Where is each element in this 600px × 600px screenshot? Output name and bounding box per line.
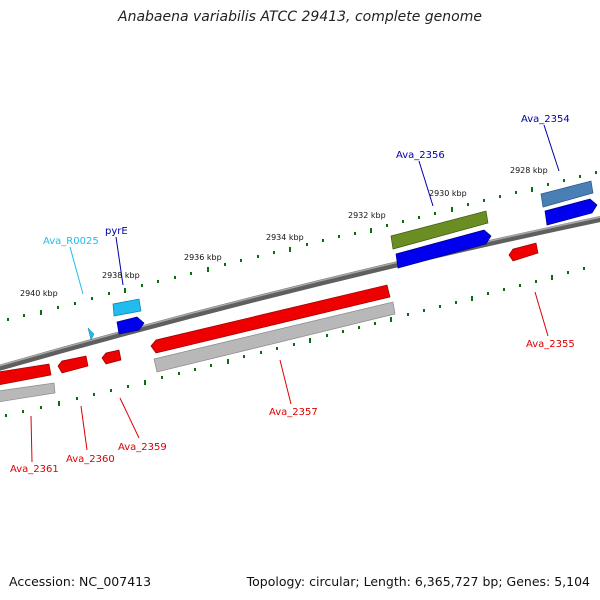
leader-ava-r0025 bbox=[69, 246, 84, 295]
label-ava-r0025: Ava_R0025 bbox=[43, 236, 99, 247]
leader-ava-2357 bbox=[279, 359, 292, 405]
gene-pyre[interactable] bbox=[116, 316, 145, 335]
gene-ava-2354-band bbox=[540, 180, 594, 208]
leader-ava-2356 bbox=[418, 160, 434, 207]
genome-backbone bbox=[0, 215, 600, 371]
kbp-label-2938: 2938 kbp bbox=[102, 271, 140, 280]
label-ava-2354: Ava_2354 bbox=[521, 114, 570, 125]
gene-ava-2357[interactable] bbox=[150, 284, 391, 354]
gene-ava-2359[interactable] bbox=[101, 349, 122, 365]
kbp-label-2934: 2934 kbp bbox=[266, 233, 304, 242]
kbp-label-2928: 2928 kbp bbox=[510, 166, 548, 175]
label-ava-2356: Ava_2356 bbox=[396, 150, 445, 161]
genome-stats-text: Topology: circular; Length: 6,365,727 bp… bbox=[246, 574, 590, 589]
kbp-label-2932: 2932 kbp bbox=[348, 211, 386, 220]
leader-ava-2354 bbox=[543, 124, 560, 172]
leader-ava-2360 bbox=[80, 405, 88, 451]
lower-scale-track bbox=[5, 267, 585, 417]
gene-ava-2357-shadow bbox=[153, 301, 396, 373]
gene-ava-2356-band bbox=[390, 210, 489, 250]
map-title: Anabaena variabilis ATCC 29413, complete… bbox=[118, 9, 482, 25]
label-ava-2360: Ava_2360 bbox=[66, 454, 115, 465]
accession-text: Accession: NC_007413 bbox=[9, 574, 152, 589]
gene-pyre-band bbox=[112, 298, 142, 317]
genome-backbone-highlight bbox=[0, 216, 600, 367]
leader-ava-2355 bbox=[534, 291, 549, 337]
label-ava-2357: Ava_2357 bbox=[269, 407, 318, 418]
label-pyre: pyrE bbox=[105, 226, 128, 237]
upper-scale-track bbox=[7, 171, 597, 321]
gene-ava-2355[interactable] bbox=[508, 242, 539, 262]
kbp-label-2936: 2936 kbp bbox=[184, 253, 222, 262]
gene-ava-2356[interactable] bbox=[395, 229, 492, 269]
gene-ava-2360[interactable] bbox=[57, 355, 89, 374]
gene-ava-r0025[interactable] bbox=[87, 327, 95, 341]
kbp-label-2940: 2940 kbp bbox=[20, 289, 58, 298]
leader-ava-2359 bbox=[119, 397, 140, 439]
gene-ava-2354[interactable] bbox=[544, 198, 598, 226]
leader-ava-2361 bbox=[30, 415, 33, 463]
kbp-label-2930: 2930 kbp bbox=[429, 189, 467, 198]
gene-ava-2361-shadow bbox=[0, 382, 56, 403]
gene-ava-2361[interactable] bbox=[0, 363, 52, 385]
label-ava-2361: Ava_2361 bbox=[10, 464, 59, 475]
leader-pyre bbox=[115, 236, 124, 286]
label-ava-2359: Ava_2359 bbox=[118, 442, 167, 453]
label-ava-2355: Ava_2355 bbox=[526, 339, 575, 350]
